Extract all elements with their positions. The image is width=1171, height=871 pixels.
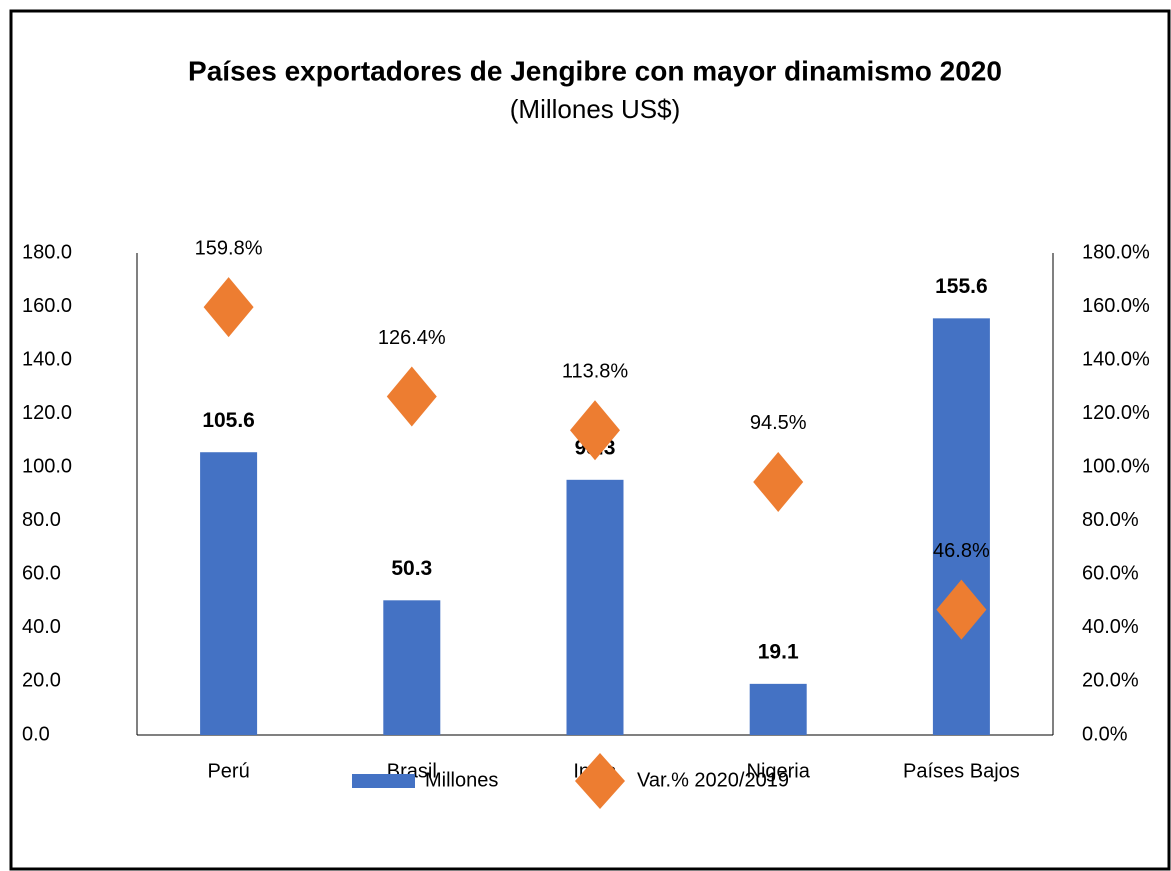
- y2-tick-label: 60.0%: [1082, 563, 1139, 585]
- y2-tick-label: 0.0%: [1082, 723, 1128, 745]
- y-tick-label: 180.0: [22, 241, 72, 263]
- diamond-marker: [203, 277, 254, 338]
- data-label: 126.4%: [378, 327, 446, 349]
- y2-tick-label: 140.0%: [1082, 348, 1150, 370]
- y2-tick-label: 80.0%: [1082, 509, 1139, 531]
- y2-tick-label: 120.0%: [1082, 402, 1150, 424]
- bar: [932, 318, 990, 735]
- legend-label: Var.% 2020/2019: [637, 769, 789, 791]
- data-label: 50.3: [391, 557, 432, 580]
- data-label: 94.5%: [750, 412, 807, 434]
- y-tick-label: 60.0: [22, 563, 61, 585]
- y-tick-label: 0.0: [22, 723, 50, 745]
- data-label: 19.1: [758, 640, 799, 663]
- y-tick-label: 80.0: [22, 509, 61, 531]
- y-tick-label: 20.0: [22, 670, 61, 692]
- data-label: 113.8%: [562, 361, 629, 383]
- y2-tick-label: 100.0%: [1082, 456, 1150, 478]
- diamond-marker: [570, 400, 620, 461]
- legend-swatch: [352, 774, 415, 788]
- x-tick-label: Países Bajos: [903, 760, 1020, 782]
- chart-title: Países exportadores de Jengibre con mayo…: [188, 55, 1002, 86]
- y2-tick-label: 20.0%: [1082, 670, 1139, 692]
- legend-marker: [575, 753, 625, 809]
- data-label: 155.6: [935, 275, 988, 298]
- data-label: 159.8%: [195, 237, 263, 259]
- y-tick-label: 100.0: [22, 456, 72, 478]
- y-tick-label: 140.0: [22, 348, 72, 370]
- y2-tick-label: 160.0%: [1082, 295, 1150, 317]
- diamond-marker: [753, 451, 804, 512]
- y-tick-label: 120.0: [22, 402, 72, 424]
- diamond-marker: [386, 366, 437, 427]
- y2-tick-label: 40.0%: [1082, 616, 1139, 638]
- bar: [566, 479, 624, 735]
- diamond-marker: [936, 579, 987, 640]
- x-tick-label: Nigeria: [747, 760, 811, 782]
- legend-label: Millones: [425, 769, 498, 791]
- data-label: 105.6: [202, 409, 255, 432]
- data-label: 46.8%: [933, 540, 990, 562]
- y2-tick-label: 180.0%: [1082, 241, 1150, 263]
- y-tick-label: 40.0: [22, 616, 61, 638]
- bar: [749, 683, 807, 735]
- chart-subtitle: (Millones US$): [510, 94, 681, 124]
- bar: [200, 452, 258, 735]
- y-tick-label: 160.0: [22, 295, 72, 317]
- bar: [383, 600, 441, 735]
- x-tick-label: Perú: [207, 760, 249, 782]
